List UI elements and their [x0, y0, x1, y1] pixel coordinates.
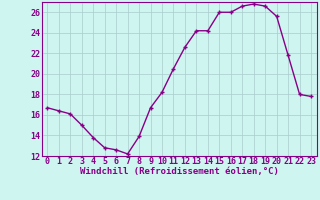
- X-axis label: Windchill (Refroidissement éolien,°C): Windchill (Refroidissement éolien,°C): [80, 167, 279, 176]
